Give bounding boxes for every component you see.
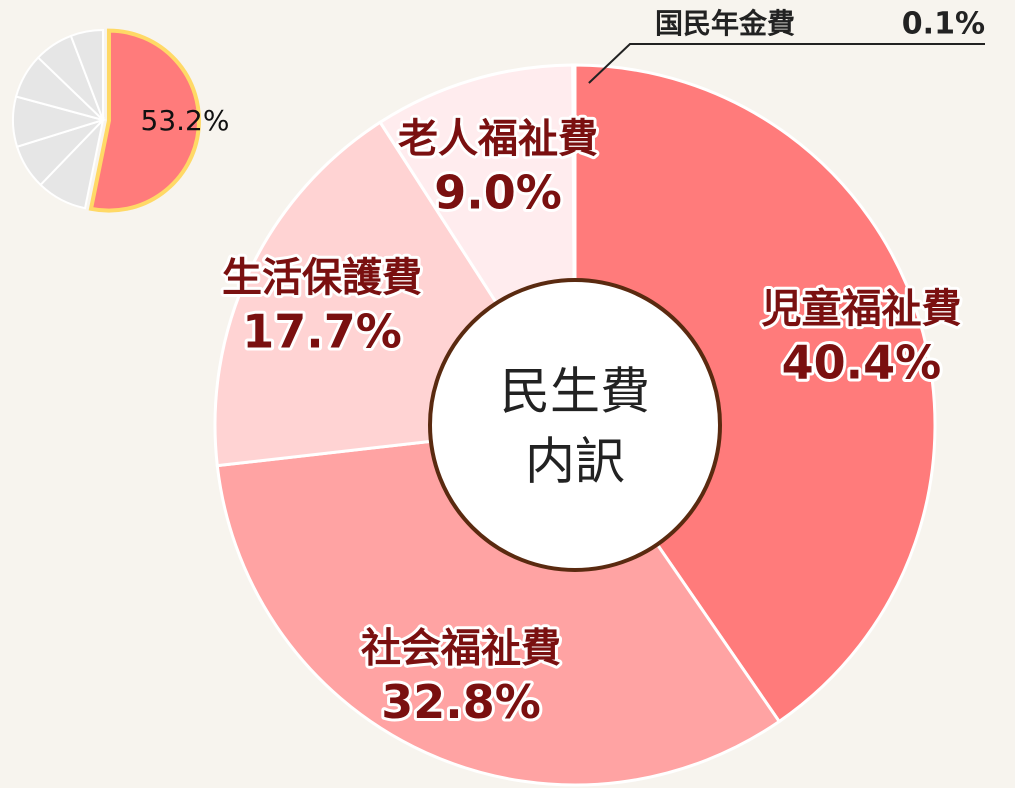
value-label: 0.1% xyxy=(902,7,985,42)
slice-label: 児童福祉費 xyxy=(761,286,961,332)
slice-label: 国民年金費 xyxy=(655,7,795,40)
value-label: 17.7% xyxy=(242,304,402,358)
slice xyxy=(88,28,201,213)
slice-label: 生活保護費 xyxy=(222,255,422,301)
center-circle xyxy=(428,278,722,572)
slice-label: 社会福祉費 xyxy=(361,625,561,671)
slice xyxy=(69,28,104,121)
value-label: 40.4% xyxy=(782,335,942,389)
slice xyxy=(571,63,577,426)
center-label: 内訳 xyxy=(525,433,625,491)
value-label: 32.8% xyxy=(381,675,541,729)
center-label: 民生費 xyxy=(500,363,650,421)
slice xyxy=(215,423,782,787)
value-label: 53.2% xyxy=(141,104,230,137)
slice xyxy=(573,63,937,724)
slice-label: 老人福祉費 xyxy=(398,116,598,162)
value-label: 9.0% xyxy=(434,166,562,220)
leader-line xyxy=(588,43,985,84)
